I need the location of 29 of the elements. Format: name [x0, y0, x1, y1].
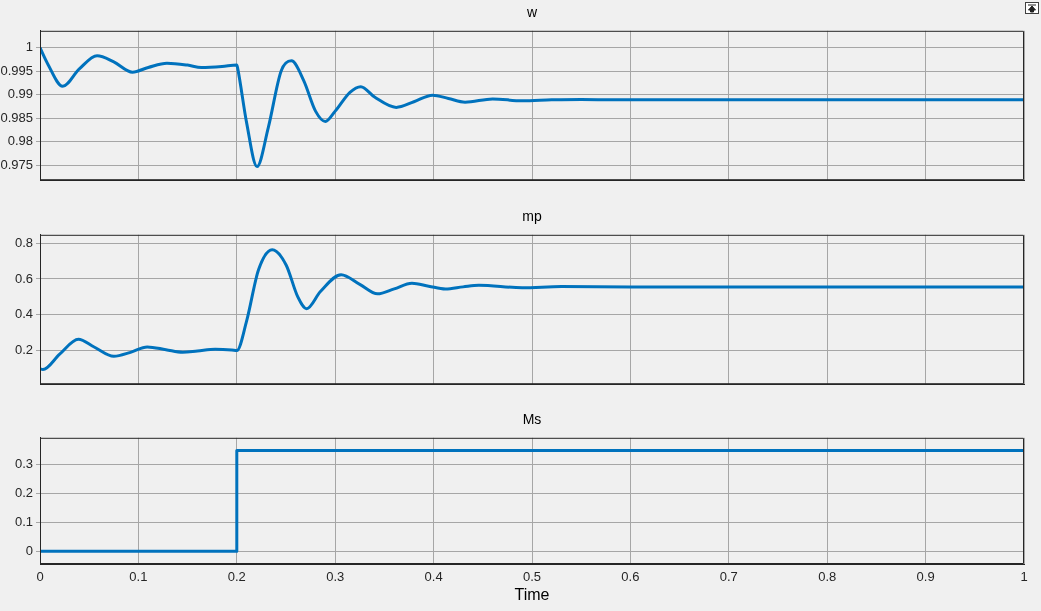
y-tick-label: 0.985 [0, 109, 33, 125]
x-tick-label: 0.1 [129, 569, 148, 585]
x-tick-label: 0.3 [326, 569, 345, 585]
x-tick-label: 0.6 [621, 569, 640, 585]
y-tick-label: 0.98 [7, 133, 33, 149]
chart-title: Ms [521, 411, 543, 427]
y-tick-label: 0.2 [14, 342, 33, 358]
x-tick-label: 0.4 [424, 569, 443, 585]
y-tick-label: 0.1 [14, 514, 33, 530]
y-tick-label: 0.99 [7, 86, 33, 102]
x-tick-label: 0.7 [719, 569, 738, 585]
x-tick-label: 0.5 [522, 569, 542, 585]
x-tick-label: 0.2 [227, 569, 246, 585]
y-tick-label: 0.3 [14, 456, 33, 472]
y-tick-label: 0.4 [14, 306, 33, 322]
x-tick-label: 1 [1020, 569, 1028, 585]
y-tick-label: 1 [25, 39, 33, 55]
y-tick-label: 0 [25, 542, 33, 558]
x-tick-label: 0.9 [916, 569, 935, 585]
y-tick-label: 0.975 [0, 156, 33, 172]
y-tick-label: 0.2 [14, 485, 33, 501]
chart-title: mp [521, 208, 543, 224]
chart-title: w [525, 4, 539, 20]
x-tick-label: 0 [36, 569, 44, 585]
y-tick-label: 0.995 [0, 62, 33, 78]
y-tick-label: 0.8 [14, 234, 33, 250]
x-tick-label: 0.8 [818, 569, 837, 585]
x-axis-title: Time [514, 585, 550, 603]
y-tick-label: 0.6 [14, 270, 33, 286]
